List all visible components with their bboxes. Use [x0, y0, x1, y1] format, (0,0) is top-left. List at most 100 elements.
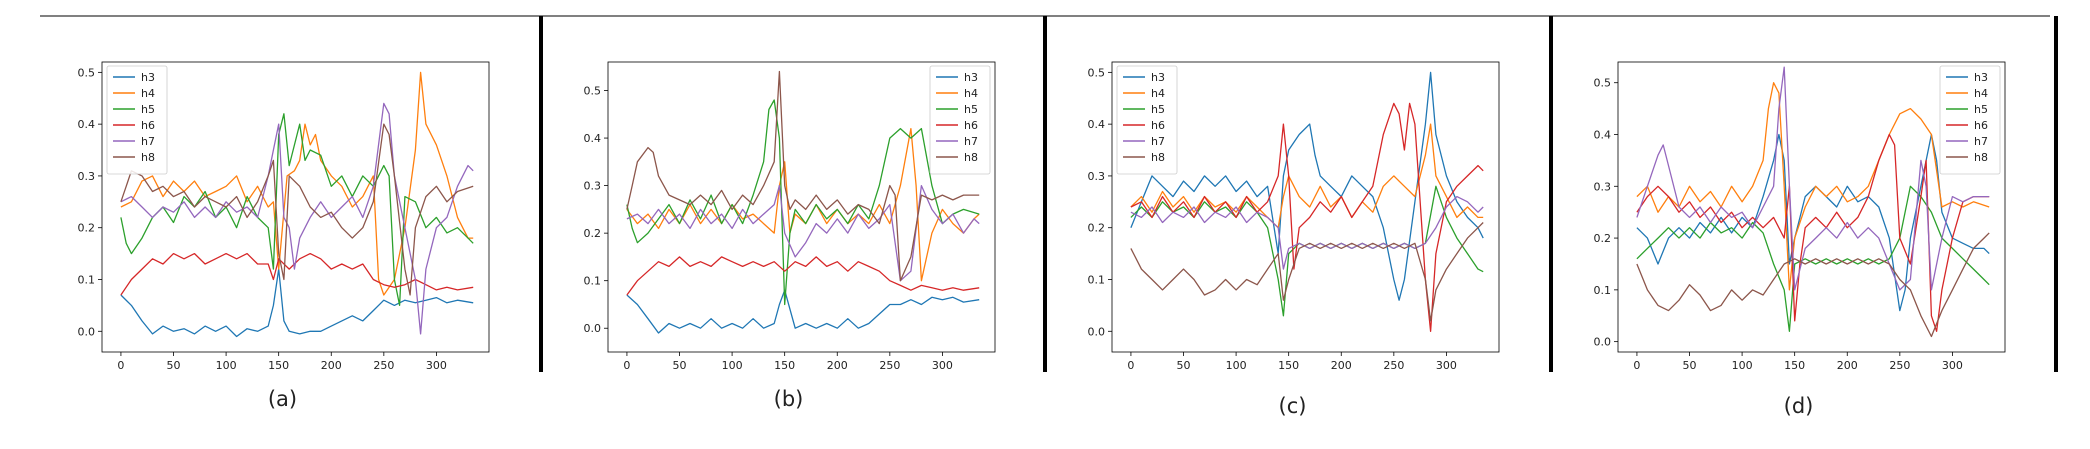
- x-tick-label: 50: [673, 359, 687, 372]
- y-tick-label: 0.1: [78, 274, 96, 287]
- y-tick-label: 0.2: [1088, 222, 1106, 235]
- legend-label-h8: h8: [1974, 151, 1988, 164]
- x-tick-label: 100: [1732, 359, 1753, 372]
- legend-label-h4: h4: [964, 87, 978, 100]
- legend-label-h6: h6: [1151, 119, 1165, 132]
- series-line-h4: [1636, 82, 1990, 291]
- series-line-h4: [120, 71, 474, 296]
- y-tick-label: 0.4: [584, 132, 602, 145]
- x-tick-label: 50: [167, 359, 181, 372]
- x-tick-label: 250: [879, 359, 900, 372]
- x-tick-label: 50: [1683, 359, 1697, 372]
- x-tick-label: 250: [1383, 359, 1404, 372]
- legend-label-h5: h5: [964, 103, 978, 116]
- x-tick-label: 100: [722, 359, 743, 372]
- y-tick-label: 0.2: [1594, 232, 1612, 245]
- y-tick-label: 0.5: [1594, 77, 1612, 90]
- series-line-h7: [1636, 66, 1990, 291]
- series-line-h4: [1130, 123, 1484, 229]
- series-line-h3: [626, 289, 980, 334]
- y-tick-label: 0.4: [1594, 129, 1612, 142]
- x-tick-label: 0: [117, 359, 124, 372]
- x-tick-label: 100: [216, 359, 237, 372]
- series-line-h5: [120, 113, 474, 307]
- legend-label-h7: h7: [141, 135, 155, 148]
- y-tick-label: 0.5: [584, 85, 602, 98]
- y-tick-label: 0.2: [584, 227, 602, 240]
- series-line-h7: [626, 184, 980, 282]
- y-tick-label: 0.1: [1594, 284, 1612, 297]
- x-tick-label: 200: [1331, 359, 1352, 372]
- series-line-h6: [120, 252, 474, 296]
- x-tick-label: 0: [1633, 359, 1640, 372]
- x-tick-label: 200: [827, 359, 848, 372]
- x-tick-label: 150: [1278, 359, 1299, 372]
- x-tick-label: 150: [774, 359, 795, 372]
- legend-label-h5: h5: [141, 103, 155, 116]
- legend-label-h6: h6: [1974, 119, 1988, 132]
- y-tick-label: 0.5: [1088, 66, 1106, 79]
- x-tick-label: 100: [1226, 359, 1247, 372]
- legend-label-h5: h5: [1151, 103, 1165, 116]
- y-tick-label: 0.5: [78, 66, 96, 79]
- series-line-h8: [1636, 232, 1990, 338]
- x-tick-label: 150: [268, 359, 289, 372]
- legend-label-h8: h8: [1151, 151, 1165, 164]
- series-line-h5: [1636, 185, 1990, 332]
- legend-box: [1939, 65, 2001, 175]
- legend-label-h4: h4: [1974, 87, 1988, 100]
- y-tick-label: 0.1: [584, 275, 602, 288]
- series-line-h8: [120, 123, 474, 296]
- series-line-h8: [1130, 222, 1484, 322]
- series-line-h5: [1130, 185, 1484, 317]
- plot-frame: [1111, 61, 1500, 353]
- x-tick-label: 0: [1127, 359, 1134, 372]
- panel-caption: (a): [268, 387, 297, 411]
- x-tick-label: 200: [1837, 359, 1858, 372]
- series-line-h4: [626, 127, 980, 282]
- panel-caption: (b): [774, 387, 804, 411]
- charts-group: 0 50 100 150 200 250 300 0.0 0.1 0.2 0.3 0.4 0.5 h3 h4…: [78, 61, 2006, 418]
- legend-box: [929, 65, 991, 175]
- plot-frame: [101, 61, 490, 353]
- x-tick-label: 150: [1784, 359, 1805, 372]
- legend-box: [1116, 65, 1178, 175]
- legend-label-h8: h8: [141, 151, 155, 164]
- legend-label-h3: h3: [1151, 71, 1165, 84]
- x-tick-label: 0: [623, 359, 630, 372]
- series-line-h3: [120, 268, 474, 338]
- legend-box: [106, 65, 168, 175]
- legend-label-h7: h7: [1974, 135, 1988, 148]
- legend-label-h5: h5: [1974, 103, 1988, 116]
- y-tick-label: 0.0: [1594, 336, 1612, 349]
- legend-label-h6: h6: [141, 119, 155, 132]
- legend-label-h3: h3: [1974, 71, 1988, 84]
- plot-frame: [607, 61, 996, 353]
- y-tick-label: 0.4: [1088, 118, 1106, 131]
- legend-label-h4: h4: [1151, 87, 1165, 100]
- y-tick-label: 0.0: [78, 325, 96, 338]
- series-line-h6: [626, 256, 980, 296]
- legend-label-h3: h3: [141, 71, 155, 84]
- y-tick-label: 0.3: [584, 180, 602, 193]
- legend-label-h7: h7: [1151, 135, 1165, 148]
- chart-3: 0 50 100 150 200 250 300 0.0 0.1 0.2 0.3 0.4 0.5 h3 h4…: [1088, 61, 1500, 418]
- y-tick-label: 0.0: [1088, 325, 1106, 338]
- series-line-h8: [626, 70, 980, 282]
- series-line-h3: [1130, 71, 1484, 301]
- chart-2: 0 50 100 150 200 250 300 0.0 0.1 0.2 0.3 0.4 0.5 h3 h4…: [584, 61, 996, 411]
- legend-label-h6: h6: [964, 119, 978, 132]
- x-tick-label: 300: [1942, 359, 1963, 372]
- legend-label-h7: h7: [964, 135, 978, 148]
- y-tick-label: 0.2: [78, 222, 96, 235]
- x-tick-label: 50: [1177, 359, 1191, 372]
- panel-caption: (d): [1784, 394, 1814, 418]
- x-tick-label: 250: [1889, 359, 1910, 372]
- plot-frame: [1617, 61, 2006, 353]
- x-tick-label: 200: [321, 359, 342, 372]
- x-tick-label: 250: [373, 359, 394, 372]
- legend-label-h8: h8: [964, 151, 978, 164]
- legend-label-h4: h4: [141, 87, 155, 100]
- panel-caption: (c): [1279, 394, 1307, 418]
